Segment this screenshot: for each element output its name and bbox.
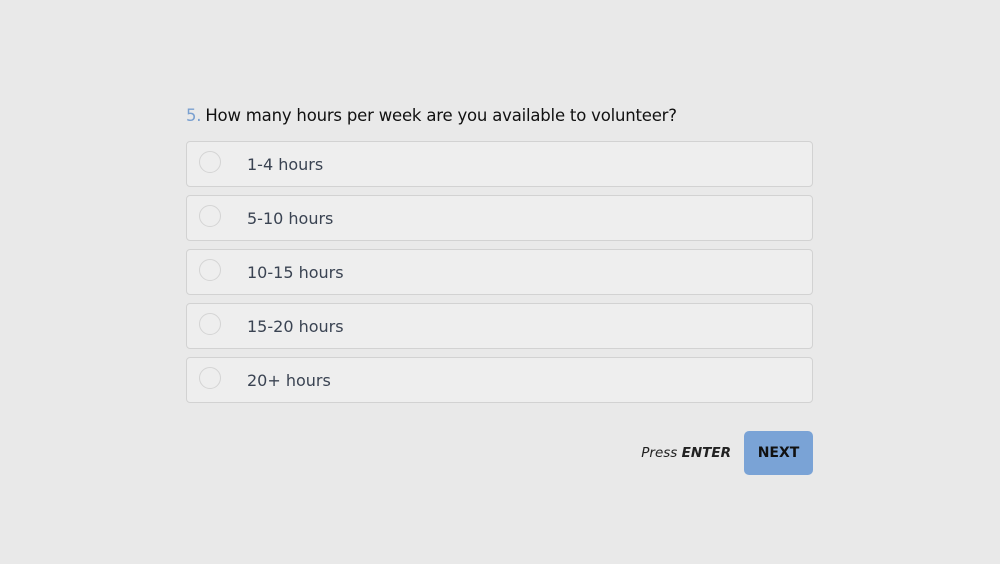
press-enter-hint: Press ENTER — [641, 445, 731, 461]
hint-key: ENTER — [681, 445, 731, 461]
radio-icon[interactable] — [199, 313, 221, 335]
option-label: 15-20 hours — [247, 316, 344, 336]
next-button[interactable]: NEXT — [744, 431, 813, 475]
option-5-10-hours[interactable]: 5-10 hours — [186, 195, 813, 241]
option-15-20-hours[interactable]: 15-20 hours — [186, 303, 813, 349]
option-20-plus-hours[interactable]: 20+ hours — [186, 357, 813, 403]
footer: Press ENTER NEXT — [641, 431, 813, 475]
question-text: How many hours per week are you availabl… — [205, 106, 677, 125]
radio-icon[interactable] — [199, 259, 221, 281]
hint-press: Press — [641, 445, 678, 461]
option-10-15-hours[interactable]: 10-15 hours — [186, 249, 813, 295]
radio-icon[interactable] — [199, 367, 221, 389]
option-1-4-hours[interactable]: 1-4 hours — [186, 141, 813, 187]
option-label: 5-10 hours — [247, 208, 334, 228]
question-number: 5. — [186, 106, 202, 125]
option-label: 20+ hours — [247, 370, 331, 390]
question-title: 5. How many hours per week are you availa… — [186, 106, 677, 125]
option-label: 1-4 hours — [247, 154, 324, 174]
radio-icon[interactable] — [199, 205, 221, 227]
options-list: 1-4 hours 5-10 hours 10-15 hours 15-20 h… — [186, 141, 813, 411]
radio-icon[interactable] — [199, 151, 221, 173]
option-label: 10-15 hours — [247, 262, 344, 282]
